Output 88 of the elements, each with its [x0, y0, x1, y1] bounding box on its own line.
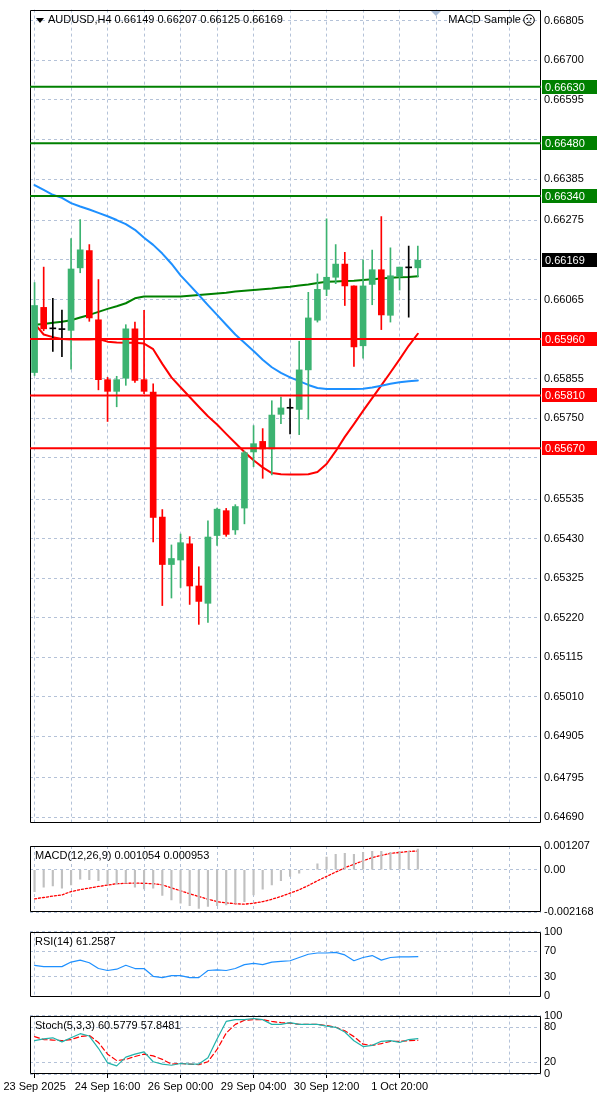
y-tick-label: 0.65010: [544, 689, 584, 702]
y-tick-label: 0: [544, 1067, 551, 1080]
bar: [60, 869, 64, 889]
bar: [152, 869, 155, 889]
y-tick-label: 0.66065: [544, 292, 584, 305]
y-tick-label: 100: [544, 924, 563, 937]
bar: [51, 869, 54, 887]
chart-title: AUDUSD,H4 0.66149 0.66207 0.66125 0.66169: [48, 12, 283, 25]
bar: [124, 869, 127, 884]
y-tick-label: 0.65855: [544, 371, 584, 384]
ref-line-label: 0.66630: [545, 80, 585, 93]
bar: [197, 869, 200, 909]
y-tick-label: 0.65220: [544, 610, 584, 623]
bar: [79, 869, 82, 880]
y-tick-label: 0.65115: [544, 650, 583, 663]
bar: [288, 869, 292, 877]
bar: [215, 869, 219, 906]
x-tick-label: 29 Sep 04:00: [220, 1079, 287, 1092]
y-tick-label: 70: [544, 944, 557, 957]
bar: [179, 869, 182, 904]
text: 0.66169: [545, 253, 585, 266]
bar: [343, 853, 346, 870]
annotation: MACD Sample: [448, 12, 521, 25]
bar: [389, 851, 392, 870]
bar: [115, 869, 118, 885]
bar: [270, 869, 273, 886]
y-tick-label: 0: [544, 989, 551, 1002]
bar: [234, 869, 237, 904]
bar: [170, 869, 173, 901]
ref-line-label: 0.65960: [545, 332, 585, 345]
x-tick-label: 30 Sep 12:00: [293, 1079, 360, 1092]
bar: [334, 854, 337, 870]
y-tick-label: 0.001207: [544, 839, 590, 852]
chart-title: Stoch(5,3,3) 60.5779 57.8481: [35, 1018, 181, 1031]
y-tick-label: 100: [544, 1008, 563, 1021]
bar: [398, 851, 401, 870]
ref-line-label: 0.66480: [545, 136, 585, 149]
bar: [416, 848, 419, 870]
chart-title: MACD(12,26,9) 0.001054 0.000953: [35, 849, 210, 862]
ref-line-label: 0.65670: [545, 441, 585, 454]
line-series: [33, 850, 419, 905]
bar: [371, 851, 374, 870]
y-tick-label: 0.65750: [544, 411, 584, 424]
y-tick-label: 0.64690: [544, 810, 584, 823]
bar: [161, 869, 164, 896]
y-tick-label: 20: [544, 1055, 557, 1068]
y-tick-label: 0.65430: [544, 531, 584, 544]
bar: [69, 869, 73, 886]
bar: [252, 869, 255, 896]
x-tick-label: 24 Sep 16:00: [74, 1079, 141, 1092]
candlestick: [58, 309, 66, 358]
chart-title: RSI(14) 61.2587: [35, 934, 116, 947]
y-tick-label: 0.00: [544, 862, 566, 875]
y-tick-label: 0.64905: [544, 729, 584, 742]
bar: [380, 851, 383, 870]
bar: [407, 851, 410, 870]
bar: [261, 869, 264, 890]
y-tick-label: 0.66805: [544, 13, 584, 26]
bar: [225, 869, 228, 906]
y-tick-label: 0.65325: [544, 571, 584, 584]
y-tick-label: 80: [544, 1020, 557, 1033]
bar: [243, 869, 246, 902]
x-tick-label: 26 Sep 00:00: [147, 1079, 214, 1092]
x-tick-label: 1 Oct 20:00: [371, 1079, 428, 1092]
y-tick-label: 0.65535: [544, 492, 584, 505]
y-tick-label: 0.64795: [544, 770, 584, 783]
bar: [279, 869, 283, 882]
ref-line-label: 0.65810: [545, 388, 585, 401]
bar: [352, 854, 356, 870]
bar: [206, 869, 210, 907]
bar: [325, 856, 328, 870]
x-tick-label: 23 Sep 2025: [3, 1079, 66, 1092]
bar: [106, 869, 109, 885]
bar: [97, 869, 100, 882]
y-tick-label: -0.002168: [544, 905, 594, 918]
bar: [33, 869, 36, 892]
ref-line-label: 0.66340: [545, 189, 585, 202]
bar: [316, 863, 319, 870]
candlestick: [286, 398, 294, 435]
bar: [88, 869, 91, 881]
y-tick-label: 0.66595: [544, 92, 584, 105]
bar: [142, 869, 146, 890]
y-tick-label: 30: [544, 969, 557, 982]
bar: [188, 869, 191, 906]
y-tick-label: 0.66275: [544, 213, 584, 226]
y-tick-label: 0.66700: [544, 53, 584, 66]
bar: [361, 851, 365, 870]
y-tick-label: 0.66385: [544, 172, 584, 185]
